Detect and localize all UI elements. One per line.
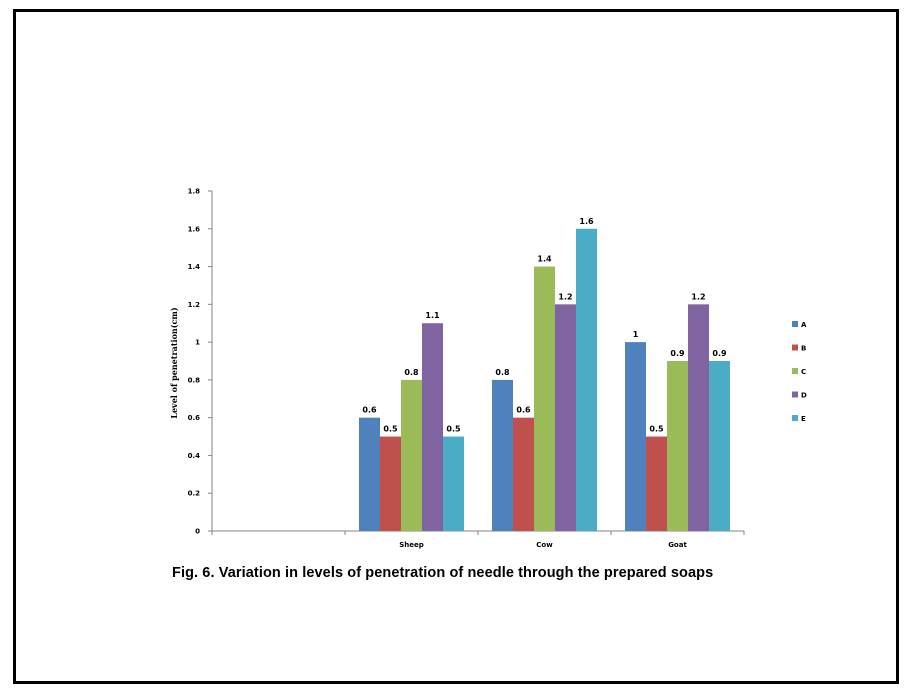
bar-d (422, 323, 443, 531)
data-label: 0.5 (383, 425, 398, 434)
y-tick-label: 0.2 (188, 490, 201, 498)
bar-a (359, 417, 380, 531)
y-tick-label: 0.4 (188, 452, 201, 460)
bar-b (646, 436, 667, 531)
legend-swatch-e (792, 415, 798, 421)
data-label: 1 (633, 330, 639, 339)
bar-c (401, 379, 422, 531)
legend-swatch-d (792, 391, 798, 398)
bar-c (534, 266, 555, 531)
y-tick-label: 0.8 (188, 376, 201, 384)
y-tick-label: 1.4 (188, 263, 201, 271)
legend-label-a: A (801, 321, 807, 329)
legend-label-c: C (801, 368, 806, 376)
x-tick-label: Goat (668, 541, 687, 549)
data-label: 1.4 (537, 255, 552, 264)
y-tick-label: 1.2 (188, 301, 201, 309)
legend-label-d: D (801, 392, 807, 400)
y-tick-label: 0.6 (188, 414, 201, 422)
bar-b (380, 436, 401, 531)
legend-swatch-b (792, 344, 798, 351)
data-label: 1.1 (425, 311, 440, 320)
data-label: 0.9 (670, 349, 685, 358)
legend-swatch-c (792, 368, 798, 374)
y-tick-label: 0 (195, 528, 200, 536)
y-tick-label: 1.8 (188, 188, 201, 196)
data-label: 0.9 (712, 349, 727, 358)
legend-swatch-a (792, 321, 798, 327)
data-label: 0.5 (446, 425, 461, 434)
x-tick-label: Sheep (399, 541, 424, 549)
chart-bars (359, 228, 730, 531)
bar-a (492, 379, 513, 531)
data-label: 0.6 (362, 406, 377, 415)
y-tick-label: 1.6 (188, 225, 201, 233)
data-label: 0.6 (516, 406, 531, 415)
data-label: 1.2 (691, 292, 705, 301)
bar-d (555, 304, 576, 531)
data-label: 1.6 (579, 217, 594, 226)
bar-b (513, 417, 534, 531)
y-tick-label: 1 (195, 339, 200, 347)
chart-legend: A B C D E (792, 321, 807, 423)
y-axis-label: Level of penetration(cm) (169, 307, 179, 419)
figure-caption: Fig. 6. Variation in levels of penetrati… (172, 565, 714, 581)
chart-data-labels: 0.6 0.5 0.8 1.1 0.5 0.8 0.6 1.4 1.2 1.6 1 0.5 0.9 1.2… (362, 217, 727, 434)
legend-label-b: B (801, 345, 806, 353)
bar-d (688, 304, 709, 531)
figure-frame (13, 9, 899, 684)
legend-label-e: E (801, 415, 806, 423)
data-label: 0.5 (649, 425, 664, 434)
bar-e (443, 436, 464, 531)
bar-e (709, 361, 730, 531)
bar-e (576, 228, 597, 531)
bar-c (667, 361, 688, 531)
data-label: 0.8 (495, 368, 510, 377)
data-label: 1.2 (558, 292, 572, 301)
x-tick-label: Cow (536, 541, 553, 549)
bar-a (625, 342, 646, 531)
data-label: 0.8 (404, 368, 419, 377)
